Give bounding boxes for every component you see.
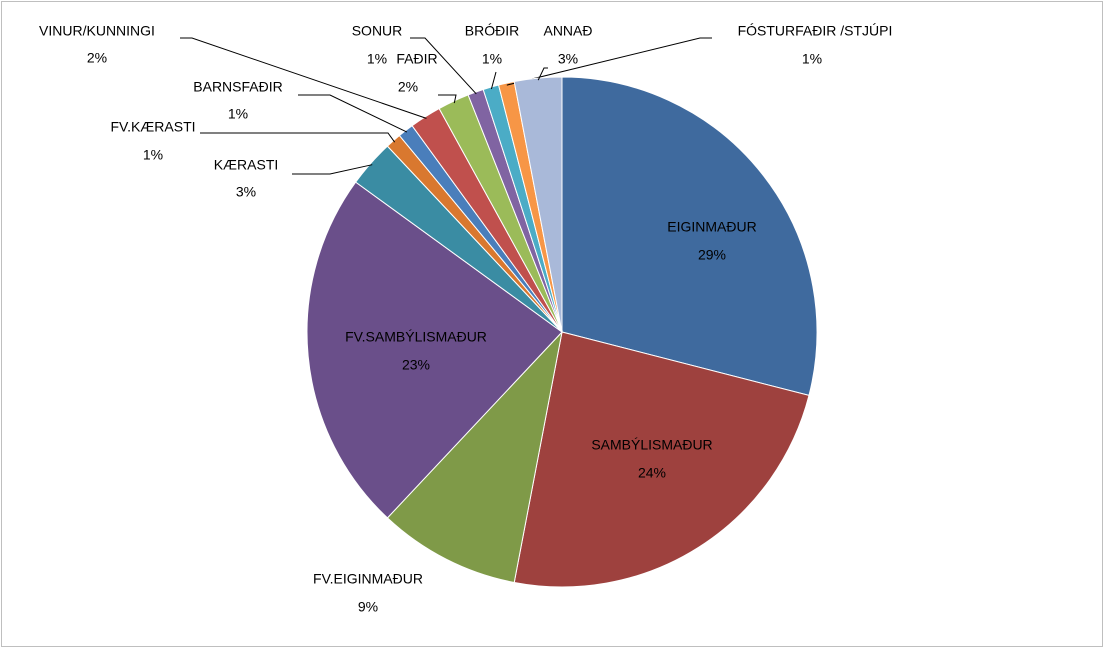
pie-slice [561,76,818,397]
slice-label: SONUR [352,23,403,39]
leader-line [200,132,396,143]
slice-value-label: 2% [398,79,418,95]
pie-slice [513,331,810,588]
slice-label: FV.KÆRASTI [110,119,195,135]
pie-slice [306,181,563,519]
slice-label: SAMBÝLISMAÐUR [591,437,712,453]
slice-value-label: 9% [358,599,378,615]
slice-value-label: 23% [402,357,430,373]
leader-line [298,94,408,133]
slice-value-label: 1% [802,51,822,67]
slice-label: EIGINMAÐUR [667,219,756,235]
slice-label: FV.SAMBÝLISMAÐUR [345,329,487,345]
slice-label: KÆRASTI [214,157,279,173]
leader-line [180,37,427,119]
slice-label: FÓSTURFAÐIR /STJÚPI [738,23,893,39]
leader-line [292,164,373,175]
leader-line [506,37,712,86]
slice-value-label: 1% [367,51,387,67]
leader-line [410,37,477,95]
leader-line [537,67,548,81]
slice-label: ANNAÐ [543,23,592,39]
slice-value-label: 29% [698,247,726,263]
slice-label: BRÓÐIR [465,23,519,39]
leader-line [490,71,497,90]
slice-value-label: 3% [236,184,256,200]
pie-slice [513,76,563,333]
slice-value-label: 2% [87,50,107,66]
slice-value-label: 1% [143,147,163,163]
slice-value-label: 1% [228,106,248,122]
slice-label: VINUR/KUNNINGI [39,23,155,39]
slice-label: FV.EIGINMAÐUR [313,571,423,587]
slice-value-label: 3% [558,51,578,67]
slice-label: FAÐIR [396,51,437,67]
slice-value-label: 24% [638,465,666,481]
pie-slice [386,330,563,584]
slice-value-label: 1% [482,51,502,67]
leader-line [438,94,457,104]
slice-label: BARNSFAÐIR [193,79,282,95]
